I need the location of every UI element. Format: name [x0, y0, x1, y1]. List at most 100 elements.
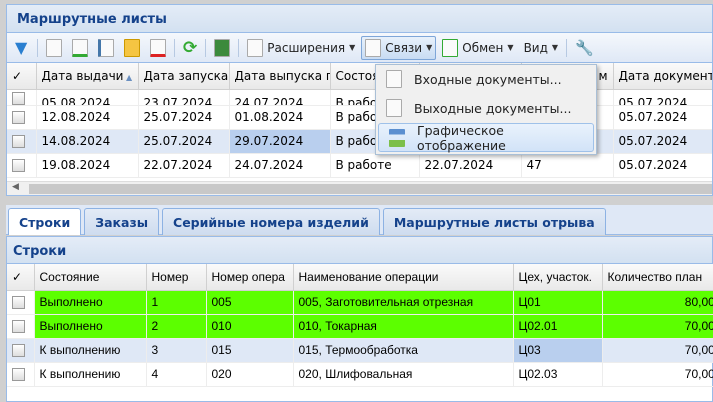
column-header[interactable]: Номер: [146, 264, 207, 291]
table-cell: 05.07.2024: [613, 105, 712, 130]
route-sheets-panel: Маршрутные листы ▼ ⟳ Расширения ▼ Связи ▼ …: [6, 4, 713, 196]
add-document-icon: [72, 38, 88, 57]
menu-item-output-documents[interactable]: Выходные документы...: [376, 94, 596, 123]
table-cell: Ц02.01: [513, 314, 603, 339]
table-row[interactable]: 05.08.2024 23.07.2024 24.07.2024 В работе 05…: [7, 89, 712, 106]
tab-orders[interactable]: Заказы: [84, 208, 160, 235]
row-checkbox[interactable]: [7, 89, 37, 106]
exchange-button[interactable]: Обмен ▼: [438, 36, 517, 60]
table-row[interactable]: 14.08.2024 25.07.2024 29.07.2024 В работе 05…: [7, 129, 712, 154]
table-cell: 47: [521, 153, 614, 178]
column-header[interactable]: Дата документа: [613, 63, 712, 90]
row-checkbox[interactable]: [7, 338, 35, 363]
menu-item-input-documents[interactable]: Входные документы...: [376, 65, 596, 94]
column-header[interactable]: Дата выпуска п: [229, 63, 331, 90]
tab-lines[interactable]: Строки: [8, 208, 82, 235]
select-all-header[interactable]: ✓: [7, 264, 35, 291]
column-header[interactable]: Дата запуска п: [138, 63, 230, 90]
chevron-down-icon: ▼: [426, 43, 433, 52]
lines-grid: ✓ Состояние Номер Номер опера Наименование о…: [7, 264, 713, 387]
column-header[interactable]: Количество план: [602, 264, 713, 291]
lines-panel: Строки ✓ Состояние Номер Номер опера Наимено…: [6, 236, 713, 402]
row-checkbox[interactable]: [7, 314, 35, 339]
sort-ascending-icon: ▲: [123, 72, 133, 82]
column-header[interactable]: Наименование операции: [293, 264, 514, 291]
toolbar: ▼ ⟳ Расширения ▼ Связи ▼ Обмен ▼ Вид ▼ 🔧: [7, 33, 712, 63]
horizontal-scrollbar[interactable]: ◀: [7, 181, 712, 195]
checkbox[interactable]: [12, 320, 25, 334]
row-checkbox[interactable]: [7, 290, 35, 315]
filter-button[interactable]: ▼: [11, 36, 33, 60]
table-cell: 3: [146, 338, 207, 363]
checkbox[interactable]: [12, 159, 25, 172]
table-cell: 05.07.2024: [613, 129, 712, 154]
checkbox[interactable]: [12, 91, 25, 104]
table-cell: 4: [146, 362, 207, 387]
checkbox[interactable]: [12, 296, 25, 310]
detail-tabs: Строки Заказы Серийные номера изделий Ма…: [6, 205, 713, 235]
checkbox[interactable]: [12, 135, 25, 148]
table-cell: 020: [206, 362, 294, 387]
refresh-button[interactable]: ⟳: [179, 36, 201, 60]
row-checkbox[interactable]: [7, 105, 37, 130]
table-row[interactable]: К выполнению 3 015 015, Термообработка Ц03 70…: [7, 338, 713, 363]
exchange-icon: [442, 38, 459, 57]
menu-item-label: Выходные документы...: [414, 101, 572, 116]
panel-title: Маршрутные листы: [7, 5, 712, 33]
links-button[interactable]: Связи ▼: [361, 35, 437, 60]
view-button[interactable]: Вид ▼: [520, 36, 562, 60]
delete-document-icon: [150, 38, 166, 57]
column-header[interactable]: Дата выдачи ▲: [36, 63, 139, 90]
tab-serial-numbers[interactable]: Серийные номера изделий: [162, 208, 380, 235]
wrench-icon: 🔧: [575, 38, 594, 57]
panel-title: Строки: [7, 237, 712, 264]
table-row[interactable]: К выполнению 4 020 020, Шлифовальная Ц02.03 7…: [7, 362, 713, 387]
table-cell: К выполнению: [34, 362, 147, 387]
table-cell: 010: [206, 314, 294, 339]
checkbox[interactable]: [12, 111, 25, 124]
table-cell: 23.07.2024: [138, 89, 230, 106]
settings-button[interactable]: 🔧: [571, 36, 598, 60]
gear-document-icon: [247, 38, 264, 57]
row-checkbox[interactable]: [7, 362, 35, 387]
edit-button[interactable]: [94, 36, 118, 60]
checkbox[interactable]: [12, 368, 25, 382]
input-document-icon: [386, 70, 402, 88]
hierarchy-icon: [389, 129, 405, 147]
column-header[interactable]: Состояние: [34, 264, 147, 291]
edit-document-icon: [98, 38, 114, 57]
table-cell: 05.07.2024: [613, 153, 712, 178]
table-row[interactable]: 12.08.2024 25.07.2024 01.08.2024 В работе 05…: [7, 105, 712, 130]
menu-item-graphical-view[interactable]: Графическое отображение: [378, 122, 594, 153]
open-button[interactable]: [120, 36, 144, 60]
column-header[interactable]: Номер опера: [206, 264, 294, 291]
table-cell: 22.07.2024: [138, 153, 230, 178]
view-label: Вид: [523, 40, 548, 55]
row-checkbox[interactable]: [7, 153, 37, 178]
table-cell: 05.07.2024: [613, 89, 712, 106]
checkbox[interactable]: [12, 344, 25, 358]
extensions-button[interactable]: Расширения ▼: [243, 36, 359, 60]
table-cell: Выполнено: [34, 314, 147, 339]
delete-button[interactable]: [146, 36, 170, 60]
menu-item-label: Графическое отображение: [417, 122, 506, 153]
excel-button[interactable]: [210, 36, 234, 60]
add-button[interactable]: [68, 36, 92, 60]
table-cell: 19.08.2024: [36, 153, 139, 178]
table-cell: 1: [146, 290, 207, 315]
select-all-header[interactable]: ✓: [7, 63, 37, 90]
row-checkbox[interactable]: [7, 129, 37, 154]
route-sheets-grid: ✓Дата выдачи ▲Дата запуска пДата выпуска…: [7, 63, 712, 178]
table-cell: 25.07.2024: [138, 129, 230, 154]
chevron-down-icon: ▼: [349, 43, 356, 52]
column-header[interactable]: Цех, участок.: [513, 264, 603, 291]
tab-split-route-sheets[interactable]: Маршрутные листы отрыва: [382, 208, 606, 235]
table-cell: 70,000: [602, 338, 713, 363]
table-cell: 70,000: [602, 314, 713, 339]
table-cell: 015: [206, 338, 294, 363]
new-button[interactable]: [42, 36, 66, 60]
table-row[interactable]: 19.08.2024 22.07.2024 24.07.2024 В работе 22…: [7, 153, 712, 178]
table-row[interactable]: Выполнено 1 005 005, Заготовительная отрезн…: [7, 290, 713, 315]
table-cell: 2: [146, 314, 207, 339]
